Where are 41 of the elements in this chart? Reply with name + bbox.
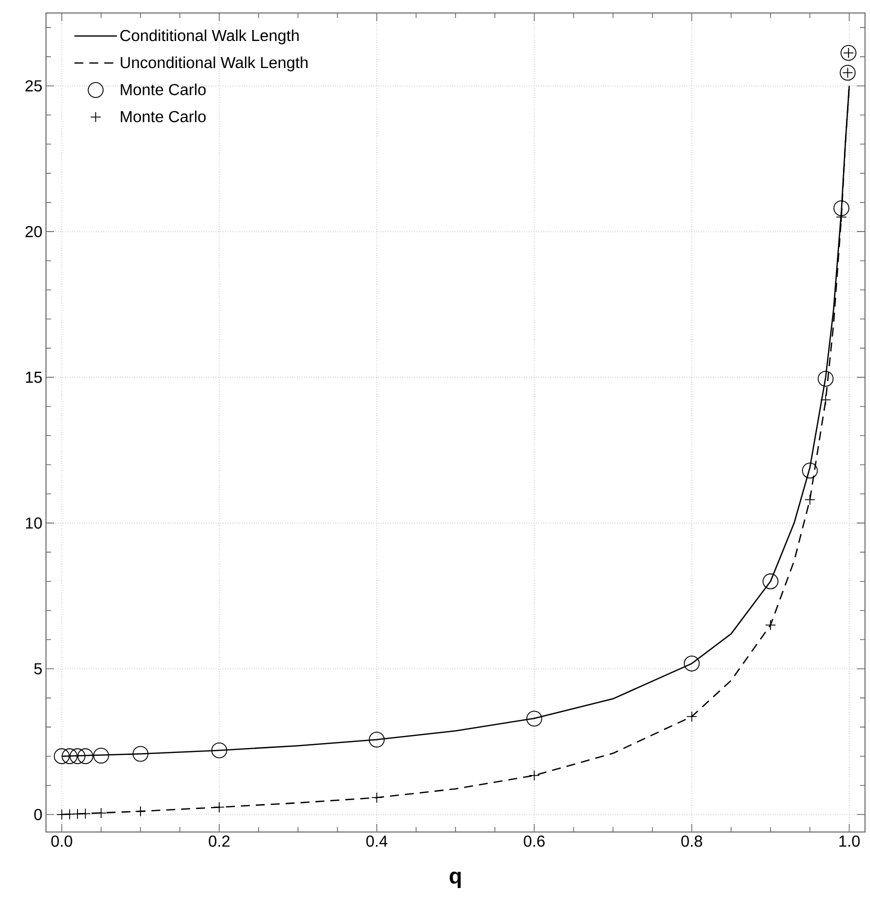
point <box>93 748 110 764</box>
y-tick-label: 5 <box>34 663 42 674</box>
point <box>802 462 818 479</box>
point <box>62 748 78 764</box>
point <box>684 656 700 672</box>
y-tick-label: 0 <box>34 808 42 820</box>
point <box>526 710 542 727</box>
point <box>80 808 91 820</box>
x-tick-label: 0.6 <box>524 836 545 847</box>
x-tick-label: 0.4 <box>366 836 388 847</box>
point <box>820 394 832 406</box>
point <box>686 711 698 722</box>
point <box>132 746 148 762</box>
point <box>54 748 70 764</box>
x-tick-label: 0.8 <box>681 836 702 847</box>
legend-label: Monte Carlo <box>120 110 206 122</box>
y-tick-label: 15 <box>26 372 42 383</box>
point <box>371 792 382 804</box>
point <box>762 573 778 590</box>
point <box>818 370 834 387</box>
point <box>70 748 86 764</box>
point <box>833 200 850 216</box>
x-tick-label: 0.2 <box>208 836 230 847</box>
point <box>64 808 76 820</box>
point <box>214 802 225 813</box>
y-tick-label: 25 <box>26 80 42 92</box>
y-tick-label: 20 <box>26 226 42 238</box>
point <box>211 742 228 758</box>
point <box>77 748 94 764</box>
x-axis-title: q <box>450 872 461 888</box>
point <box>368 732 385 748</box>
point <box>56 809 68 820</box>
point <box>765 620 776 630</box>
legend-label: Monte Carlo <box>120 84 206 96</box>
point <box>804 494 816 506</box>
x-tick-label: 0.0 <box>51 836 72 847</box>
legend-label: Unconditional Walk Length <box>120 56 308 72</box>
y-tick-label: 10 <box>26 517 42 529</box>
point <box>528 770 540 781</box>
legend-label: Condititional Walk Length <box>120 29 299 44</box>
x-tick-label: 1.0 <box>839 836 860 847</box>
